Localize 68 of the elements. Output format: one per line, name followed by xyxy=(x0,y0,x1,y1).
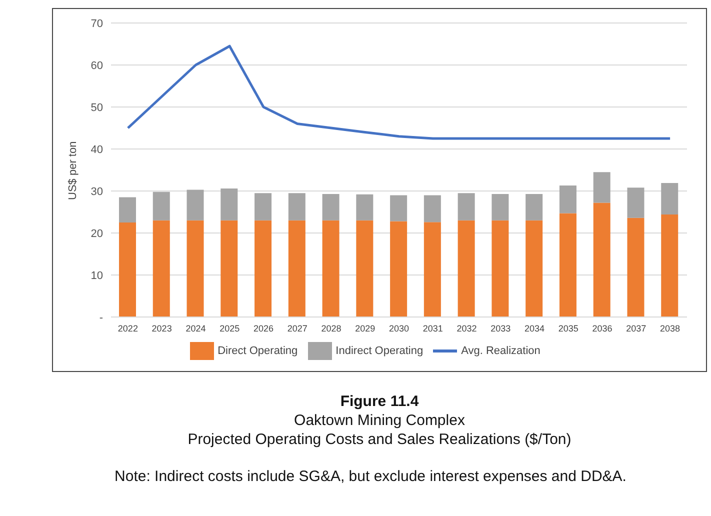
bar xyxy=(356,194,374,220)
bar xyxy=(627,218,644,317)
y-tick-label: 70 xyxy=(90,18,103,30)
bar xyxy=(526,194,543,220)
x-tick-label: 2027 xyxy=(287,323,308,334)
bar xyxy=(526,220,543,317)
x-tick-label: 2023 xyxy=(152,323,172,334)
bar xyxy=(593,202,610,317)
bar xyxy=(254,220,272,317)
x-tick-label: 2033 xyxy=(490,323,511,334)
bar xyxy=(661,183,678,215)
bar xyxy=(356,220,374,317)
y-tick-label: 60 xyxy=(90,60,103,72)
bar xyxy=(424,195,441,222)
x-tick-label: 2034 xyxy=(524,323,545,334)
y-tick-label: 30 xyxy=(90,186,103,198)
x-tick-label: 2030 xyxy=(388,323,410,334)
bar xyxy=(288,193,306,220)
x-tick-label: 2025 xyxy=(220,323,240,334)
x-tick-label: 2032 xyxy=(456,323,477,334)
y-tick-label: - xyxy=(99,312,104,324)
bar xyxy=(661,214,678,317)
bar xyxy=(458,220,475,317)
x-tick-label: 2024 xyxy=(186,323,206,334)
line-series xyxy=(126,44,672,140)
x-tick-label: 2035 xyxy=(558,323,578,334)
bar xyxy=(492,220,509,317)
bar xyxy=(390,221,408,317)
bar xyxy=(119,222,136,317)
x-tick-label: 2031 xyxy=(422,323,443,334)
text: Figure 11.4 xyxy=(339,392,420,411)
bar xyxy=(559,213,576,317)
y-tick-label: 10 xyxy=(90,270,103,282)
bar xyxy=(220,188,238,220)
bar xyxy=(152,192,170,220)
text: Projected Operating Costs and Sales Realizations ($/Ton) xyxy=(186,430,572,449)
bar xyxy=(458,193,475,220)
bar xyxy=(322,220,340,317)
bar xyxy=(152,220,170,317)
bar xyxy=(492,194,509,220)
bar xyxy=(424,222,441,317)
y-tick-label: 50 xyxy=(90,102,103,114)
legend-label: Direct Operating xyxy=(218,344,298,357)
bar xyxy=(186,220,204,317)
text: Oaktown Mining Complex xyxy=(293,411,466,430)
bar xyxy=(627,188,644,218)
bar xyxy=(254,193,272,220)
x-tick-label: 2022 xyxy=(118,323,138,334)
bar xyxy=(390,195,408,222)
bar xyxy=(593,172,610,203)
x-tick-label: 2038 xyxy=(660,323,680,334)
y-axis-title: US$ per ton xyxy=(66,141,79,200)
x-tick-label: 2026 xyxy=(253,323,274,334)
text: Note: Indirect costs include SG&A, but exclude interest expenses and DD&A. xyxy=(114,468,628,485)
bar xyxy=(288,220,306,317)
bar xyxy=(322,194,340,220)
legend-label: Avg. Realization xyxy=(461,344,540,357)
y-tick-label: 40 xyxy=(90,144,103,156)
bar xyxy=(559,186,576,214)
x-tick-label: 2037 xyxy=(626,323,646,334)
x-tick-label: 2029 xyxy=(355,323,376,334)
bar xyxy=(186,190,204,220)
bar xyxy=(220,220,238,317)
x-tick-label: 2028 xyxy=(321,323,342,334)
bar xyxy=(119,197,136,222)
y-tick-label: 20 xyxy=(90,228,103,240)
legend-label: Indirect Operating xyxy=(336,344,424,357)
x-tick-label: 2036 xyxy=(592,323,612,334)
